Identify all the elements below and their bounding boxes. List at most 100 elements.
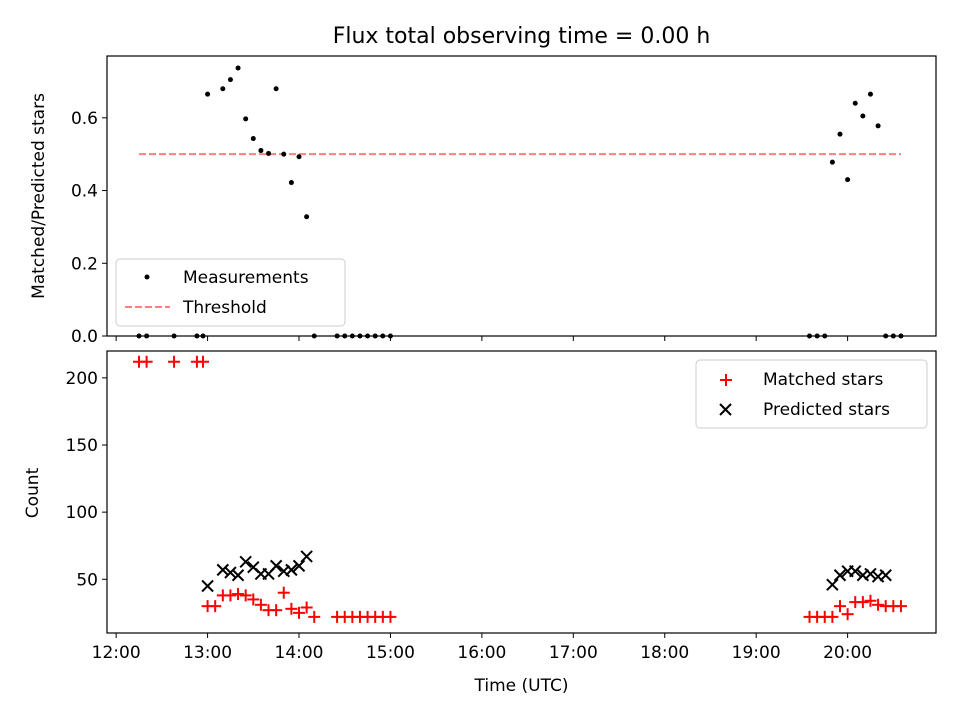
predicted-star-point (216, 563, 230, 577)
predicted-star-point (231, 569, 245, 582)
matched-star-point (239, 589, 252, 602)
legend-predicted-marker (719, 403, 732, 416)
measurement-point (243, 116, 249, 122)
bottom-x-tick-label: 20:00 (823, 643, 872, 663)
bottom-x-tick-label: 13:00 (183, 643, 232, 663)
bottom-x-ticks: 12:00 13:00 14:00 15:00 16:00 17:00 18:00 19:00… (92, 633, 872, 663)
bottom-plot-frame (106, 350, 937, 634)
bottom-y-axis-label: Count (23, 467, 43, 518)
matched-star-point (254, 598, 267, 611)
matched-star-point (270, 604, 283, 617)
predicted-star-point (879, 569, 892, 582)
matched-star-point (894, 600, 907, 613)
matched-star-point (224, 589, 237, 602)
bottom-x-tick-label: 16:00 (457, 643, 506, 663)
legend-matched-label: Matched stars (763, 370, 883, 390)
bottom-x-tick-label: 17:00 (549, 643, 598, 663)
predicted-star-point (864, 567, 877, 581)
measurement-point (258, 148, 264, 154)
predicted-star-point (285, 563, 298, 577)
top-plot: 0.0 0.2 0.4 0.6 Matched/Predicted stars Mea… (29, 55, 937, 347)
matched-star-point (833, 600, 846, 613)
matched-star-point (300, 601, 313, 614)
predicted-star-point (826, 578, 839, 591)
matched-star-point (168, 355, 181, 368)
matched-star-point (841, 608, 854, 621)
top-legend-box (115, 258, 346, 327)
bottom-x-tick-label: 14:00 (275, 643, 324, 663)
legend-matched-marker (720, 374, 732, 386)
predicted-star-point (224, 566, 237, 579)
matched-star-point (197, 355, 210, 368)
matched-star-point (856, 596, 869, 609)
measurement-point (845, 177, 851, 183)
measurement-point (829, 159, 835, 165)
measurement-point (875, 123, 881, 129)
legend-measurements-label: Measurements (183, 268, 309, 288)
matched-star-point (140, 355, 153, 368)
top-y-tick-label: 0.6 (71, 109, 98, 129)
matched-star-point (308, 610, 321, 623)
matched-star-point (826, 610, 839, 623)
measurement-point (220, 86, 226, 92)
matched-star-point (864, 594, 877, 607)
top-chart-title: Flux total observing time = 0.00 h (333, 24, 711, 49)
measurement-point (273, 86, 279, 92)
bottom-legend-box (695, 359, 928, 429)
bottom-x-axis-label: Time (UTC) (474, 676, 569, 696)
bottom-y-tick-label: 50 (76, 570, 98, 590)
measurement-point (296, 154, 302, 160)
bottom-x-tick-label: 18:00 (640, 643, 689, 663)
predicted-star-point (201, 579, 214, 593)
measurement-point (205, 91, 211, 97)
legend-threshold-label: Threshold (182, 298, 267, 318)
bottom-y-tick-label: 150 (66, 436, 98, 456)
matched-star-point (384, 610, 397, 623)
predicted-star-point (269, 559, 283, 573)
matched-star-point (247, 593, 260, 606)
predicted-star-point (292, 559, 306, 573)
predicted-star-point (833, 569, 847, 582)
predicted-star-point (300, 550, 313, 563)
predicted-star-point (239, 555, 252, 569)
measurement-point (235, 65, 241, 71)
measurement-point (852, 100, 858, 106)
bottom-legend[interactable]: Matched stars Predicted stars (695, 359, 928, 429)
bottom-y-ticks: 50 100 150 200 (66, 369, 107, 590)
measurement-point (837, 131, 843, 137)
top-x-ticks (115, 336, 849, 341)
bottom-marks (133, 355, 907, 623)
matched-star-point (872, 598, 885, 611)
top-y-tick-label: 0.2 (71, 254, 98, 274)
top-y-axis-label: Matched/Predicted stars (29, 93, 49, 299)
measurement-point (867, 91, 873, 97)
top-y-tick-label: 0.0 (71, 327, 98, 347)
matched-star-point (293, 606, 306, 619)
bottom-x-tick-label: 19:00 (732, 643, 781, 663)
matched-star-point (285, 602, 298, 615)
measurement-point (288, 180, 294, 186)
matched-star-point (277, 586, 290, 599)
matched-star-point (232, 588, 245, 601)
top-legend[interactable]: Measurements Threshold (115, 258, 346, 327)
measurement-point (250, 136, 256, 142)
top-plot-frame (106, 55, 937, 337)
top-marks (136, 65, 904, 339)
legend-predicted-label: Predicted stars (763, 400, 890, 420)
top-y-ticks: 0.0 0.2 0.4 0.6 (71, 109, 107, 347)
measurement-point (227, 77, 233, 83)
bottom-y-tick-label: 100 (66, 503, 98, 523)
top-y-tick-label: 0.4 (71, 182, 98, 202)
bottom-y-tick-label: 200 (66, 369, 98, 389)
measurement-point (304, 214, 310, 220)
predicted-star-point (849, 565, 862, 578)
bottom-x-tick-label: 15:00 (366, 643, 415, 663)
bottom-x-tick-label: 12:00 (92, 643, 141, 663)
measurement-point (860, 113, 866, 119)
bottom-plot: 50 100 150 200 12:00 13:00 14:00 15:00 16:00 17:… (23, 350, 937, 696)
measurement-point (281, 151, 287, 157)
legend-measurements-marker (144, 274, 150, 280)
measurement-point (266, 150, 272, 156)
matched-star-point (209, 600, 222, 613)
